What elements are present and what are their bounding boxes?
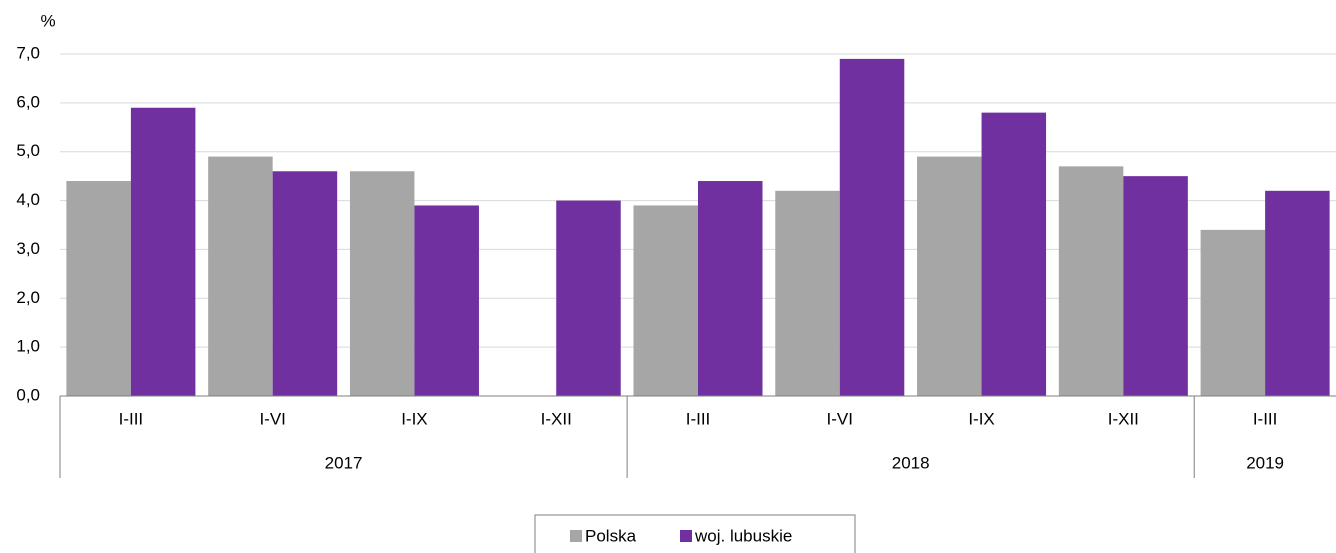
bar — [698, 181, 763, 396]
bar — [1265, 190, 1330, 396]
bar — [839, 58, 905, 397]
x-tick-label: I-VI — [259, 409, 285, 428]
bar — [272, 171, 338, 396]
x-tick-label: I-III — [119, 409, 144, 428]
x-tick-label: I-XII — [541, 409, 572, 428]
x-tick-label: I-XII — [1108, 409, 1139, 428]
y-tick-label: 5,0 — [16, 141, 40, 160]
x-tick-label: I-IX — [968, 409, 994, 428]
bar — [633, 205, 698, 396]
x-tick-label: I-III — [686, 409, 711, 428]
bar — [556, 200, 621, 396]
legend-swatch — [680, 530, 692, 542]
group-label: 2018 — [892, 453, 930, 472]
group-label: 2019 — [1246, 453, 1284, 472]
bar — [1123, 176, 1188, 396]
legend-swatch — [570, 530, 582, 542]
x-tick-label: I-III — [1253, 409, 1278, 428]
bar — [349, 171, 415, 396]
bar — [1200, 229, 1266, 396]
y-unit: % — [40, 11, 55, 30]
x-tick-label: I-IX — [401, 409, 427, 428]
bar — [66, 181, 131, 396]
y-tick-label: 0,0 — [16, 385, 40, 404]
bar — [981, 112, 1047, 396]
bar — [130, 107, 196, 396]
bar — [775, 190, 840, 396]
bar — [917, 156, 982, 396]
y-tick-label: 6,0 — [16, 92, 40, 111]
y-tick-label: 3,0 — [16, 239, 40, 258]
bar — [1058, 166, 1124, 396]
y-tick-label: 1,0 — [16, 337, 40, 356]
bar — [208, 156, 273, 396]
legend-label: Polska — [585, 526, 637, 545]
y-tick-label: 4,0 — [16, 190, 40, 209]
group-label: 2017 — [325, 453, 363, 472]
legend-label: woj. lubuskie — [694, 526, 792, 545]
x-tick-label: I-VI — [827, 409, 853, 428]
legend-box — [534, 514, 856, 553]
y-tick-label: 7,0 — [16, 43, 40, 62]
bar — [414, 205, 479, 396]
y-tick-label: 2,0 — [16, 288, 40, 307]
